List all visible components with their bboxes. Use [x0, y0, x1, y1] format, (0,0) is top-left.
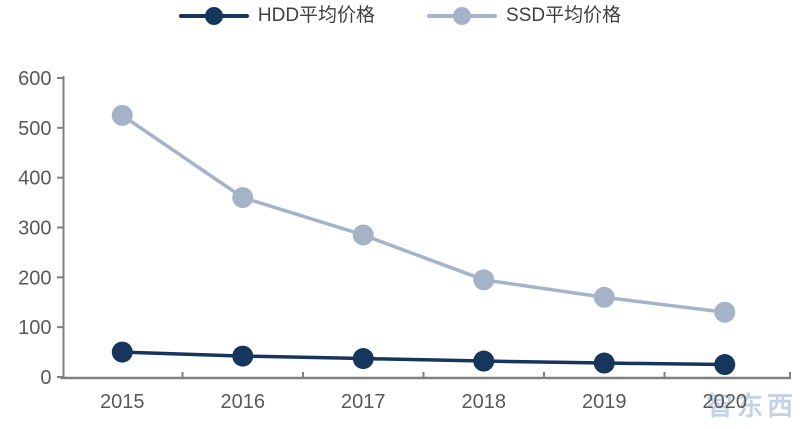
hdd-line-marker-icon — [178, 6, 249, 25]
series-point-0-1 — [232, 345, 254, 367]
legend-label-hdd: HDD平均价格 — [257, 5, 376, 26]
ssd-line-marker-icon — [427, 6, 498, 25]
series-point-1-0 — [111, 104, 133, 126]
legend-item-ssd: SSD平均价格 — [427, 6, 621, 25]
series-point-0-5 — [714, 354, 736, 376]
series-point-0-4 — [593, 352, 615, 374]
y-tick-label: 300 — [18, 218, 51, 240]
chart-legend: HDD平均价格 SSD平均价格 — [0, 6, 800, 25]
hdd-dot-icon — [204, 6, 223, 25]
x-tick-label: 2015 — [100, 391, 145, 413]
y-tick-label: 100 — [18, 317, 51, 339]
series-line-0 — [122, 350, 725, 367]
series-point-1-4 — [593, 286, 615, 308]
ssd-dot-icon — [453, 6, 472, 25]
series-point-1-1 — [232, 187, 254, 209]
y-tick-label: 600 — [18, 68, 51, 90]
x-tick-label: 2019 — [582, 391, 627, 413]
y-tick-label: 400 — [18, 168, 51, 190]
legend-label-ssd: SSD平均价格 — [506, 5, 622, 26]
y-tick-label: 200 — [18, 267, 51, 289]
series-point-0-3 — [473, 350, 495, 372]
series-point-0-2 — [352, 348, 374, 370]
legend-item-hdd: HDD平均价格 — [178, 5, 376, 26]
series-point-1-5 — [714, 301, 736, 323]
series-point-0-0 — [111, 341, 133, 363]
x-tick-label: 2020 — [703, 391, 748, 413]
x-tick-label: 2017 — [341, 391, 386, 413]
watermark-logo: 智东西 — [706, 391, 797, 422]
x-tick-label: 2016 — [221, 391, 266, 413]
series-point-1-2 — [352, 224, 374, 246]
series-point-1-3 — [473, 269, 495, 291]
y-tick-label: 0 — [40, 367, 51, 389]
y-tick-label: 500 — [18, 118, 51, 140]
series-line-1 — [121, 113, 725, 314]
x-tick-label: 2018 — [462, 391, 507, 413]
